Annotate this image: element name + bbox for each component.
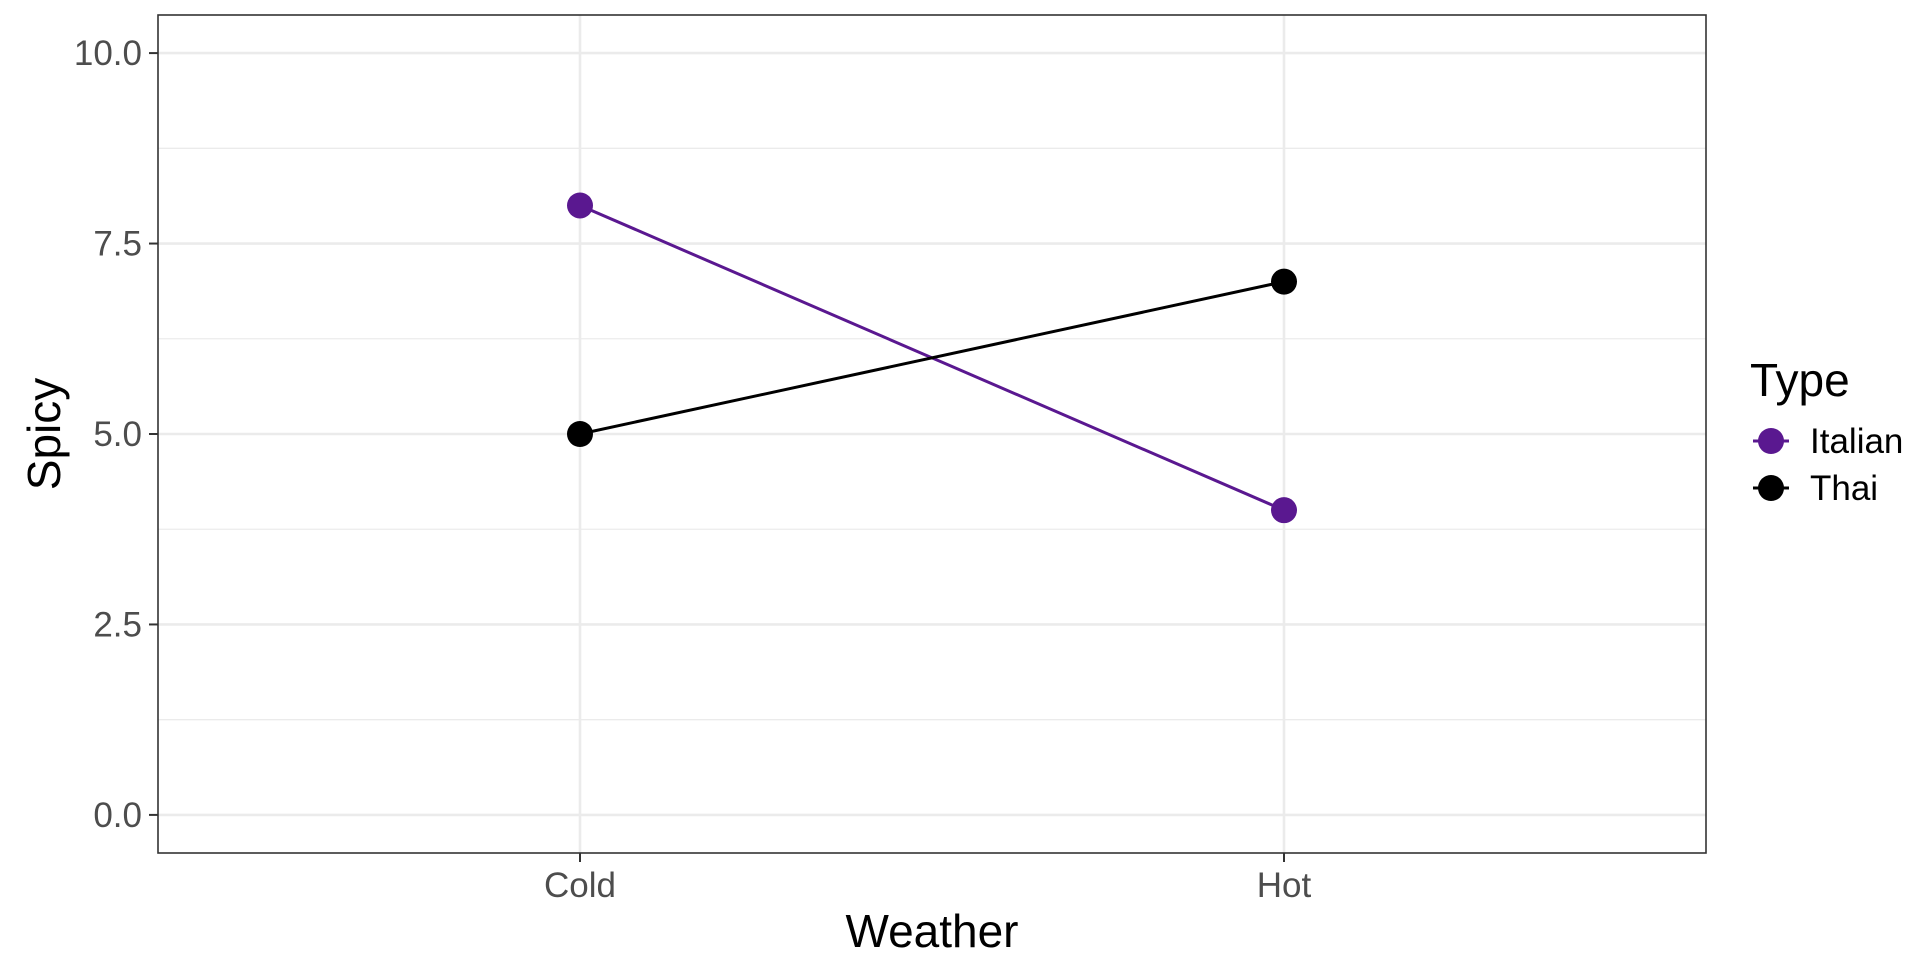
legend-key-point bbox=[1758, 428, 1784, 454]
y-tick-label: 10.0 bbox=[74, 34, 142, 73]
data-point-italian bbox=[567, 192, 593, 219]
y-axis-ticks: 0.0 2.5 5.0 7.5 10.0 bbox=[74, 34, 158, 835]
y-axis-title: Spicy bbox=[18, 378, 70, 490]
data-point-thai bbox=[567, 421, 593, 447]
y-tick-label: 7.5 bbox=[93, 225, 142, 264]
x-tick-label: Cold bbox=[544, 866, 616, 905]
series-lines bbox=[579, 204, 1285, 512]
x-tick-label: Hot bbox=[1257, 866, 1312, 905]
data-point-thai bbox=[1271, 268, 1297, 295]
x-axis-title: Weather bbox=[845, 905, 1018, 957]
legend: Type Italian Thai bbox=[1750, 354, 1903, 508]
y-tick-label: 0.0 bbox=[93, 796, 142, 835]
data-points bbox=[567, 192, 1297, 524]
series-line-thai bbox=[579, 280, 1285, 436]
legend-key-point bbox=[1758, 475, 1784, 501]
y-tick-label: 2.5 bbox=[93, 605, 142, 644]
x-axis-ticks: Cold Hot bbox=[544, 853, 1312, 905]
y-tick-label: 5.0 bbox=[93, 415, 142, 454]
legend-items: Italian Thai bbox=[1753, 422, 1903, 508]
legend-title: Type bbox=[1750, 354, 1850, 406]
legend-label-thai: Thai bbox=[1810, 469, 1878, 508]
legend-label-italian: Italian bbox=[1810, 422, 1903, 461]
data-point-italian bbox=[1271, 497, 1297, 524]
grid-lines bbox=[158, 15, 1706, 853]
